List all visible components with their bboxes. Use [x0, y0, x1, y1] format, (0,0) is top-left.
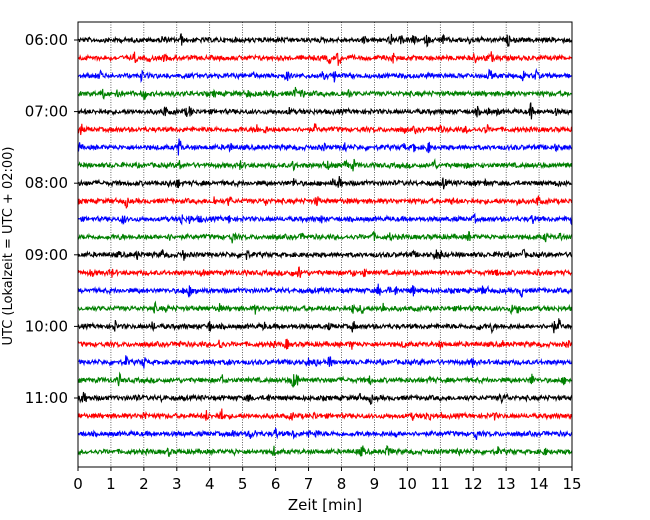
trace-0945 [77, 300, 573, 316]
trace-0745 [77, 158, 573, 172]
trace-1130 [78, 427, 573, 441]
trace-0800 [78, 176, 573, 190]
trace-0815 [77, 195, 573, 209]
x-tick-label: 13 [497, 475, 516, 493]
x-tick-label: 5 [238, 475, 248, 493]
x-tick-label: 9 [370, 475, 380, 493]
trace-1015 [77, 338, 573, 351]
trace-1030 [77, 355, 573, 369]
x-tick-label: 10 [398, 475, 417, 493]
trace-1145 [77, 445, 573, 458]
trace-1100 [77, 391, 573, 405]
y-axis-ticks: 06:00 07:00 08:00 09:00 10:00 11:00 [25, 31, 78, 407]
trace-0615 [77, 51, 573, 66]
trace-0645 [77, 86, 572, 100]
y-tick-label: 09:00 [25, 246, 68, 264]
x-tick-label: 0 [73, 475, 83, 493]
trace-0630 [77, 67, 573, 84]
trace-0845 [77, 230, 573, 244]
x-axis-ticks: 0 1 2 3 4 5 6 7 8 9 10 11 12 13 14 15 [73, 467, 582, 493]
vertical-grid [110, 22, 540, 467]
x-tick-label: 7 [304, 475, 314, 493]
seismic-traces [77, 33, 573, 458]
x-tick-label: 8 [337, 475, 347, 493]
trace-0730 [77, 138, 573, 156]
x-tick-label: 4 [205, 475, 215, 493]
x-tick-label: 3 [172, 475, 182, 493]
trace-0830 [77, 212, 573, 227]
trace-0700 [77, 102, 573, 120]
plot-frame [77, 21, 573, 468]
y-tick-label: 07:00 [25, 103, 68, 121]
trace-0600 [77, 33, 573, 48]
y-tick-label: 10:00 [25, 317, 68, 335]
x-axis-label: Zeit [min] [288, 496, 362, 514]
y-axis-label: UTC (Lokalzeit = UTC + 02:00) [1, 147, 16, 346]
x-tick-label: 15 [562, 475, 581, 493]
y-tick-label: 08:00 [25, 174, 68, 192]
x-tick-label: 6 [271, 475, 281, 493]
x-tick-label: 2 [139, 475, 149, 493]
trace-0915 [77, 266, 573, 278]
x-tick-label: 14 [530, 475, 549, 493]
y-tick-label: 11:00 [25, 389, 68, 407]
x-tick-label: 11 [431, 475, 450, 493]
trace-1115 [77, 408, 573, 421]
trace-0715 [77, 123, 573, 136]
trace-0930 [77, 283, 573, 298]
x-tick-label: 1 [106, 475, 116, 493]
trace-0900 [77, 248, 573, 261]
x-tick-label: 12 [464, 475, 483, 493]
trace-1000 [77, 318, 573, 335]
y-tick-label: 06:00 [25, 31, 68, 49]
trace-1045 [77, 371, 573, 388]
